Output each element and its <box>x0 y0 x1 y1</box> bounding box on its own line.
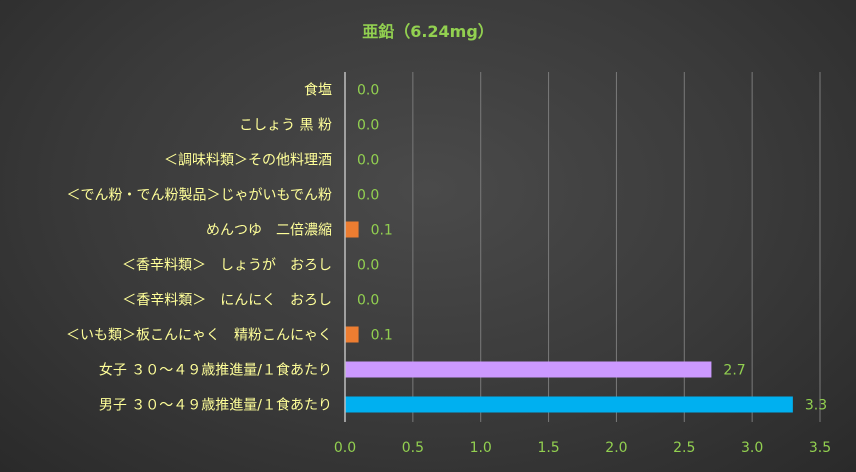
gridlines <box>412 72 821 422</box>
bars <box>345 221 793 413</box>
x-tick-label: 2.0 <box>605 440 627 456</box>
category-label: 男子 ３０～４９歳推進量/１食あたり <box>99 397 332 414</box>
category-label: ＜でん粉・でん粉製品＞じゃがいもでん粉 <box>67 188 332 204</box>
category-label: 女子 ３０～４９歳推進量/１食あたり <box>99 362 332 379</box>
value-label: 0.0 <box>357 258 379 274</box>
x-tick-label: 0.5 <box>402 440 424 456</box>
value-labels: 0.0 0.0 0.0 0.0 0.1 0.0 0.0 0.1 2.7 3.3 <box>357 83 827 414</box>
x-tick-label: 0.0 <box>334 440 356 456</box>
x-axis-ticks: 0.0 0.5 1.0 1.5 2.0 2.5 3.0 3.5 <box>334 440 831 456</box>
category-label: ＜香辛料類＞ しょうが おろし <box>122 258 332 274</box>
x-tick-label: 1.0 <box>470 440 492 456</box>
bar <box>345 361 712 378</box>
x-tick-label: 1.5 <box>537 440 559 456</box>
bar <box>345 326 359 343</box>
category-label: ＜調味料類＞その他料理酒 <box>164 153 332 169</box>
value-label: 0.1 <box>371 328 393 344</box>
x-tick-label: 2.5 <box>673 440 695 456</box>
category-label: ＜いも類＞板こんにゃく 精粉こんにゃく <box>66 328 332 344</box>
value-label: 0.0 <box>357 188 379 204</box>
x-tick-label: 3.0 <box>741 440 763 456</box>
category-label: ＜香辛料類＞ にんにく おろし <box>122 293 332 309</box>
value-label: 2.7 <box>723 363 745 379</box>
bar <box>345 221 359 238</box>
category-label: こしょう 黒 粉 <box>239 118 332 134</box>
chart-title: 亜鉛（6.24mg） <box>362 22 494 41</box>
value-label: 0.0 <box>357 118 379 134</box>
x-tick-label: 3.5 <box>809 440 831 456</box>
value-label: 0.0 <box>357 293 379 309</box>
category-label: 食塩 <box>304 82 332 99</box>
value-label: 0.1 <box>371 223 393 239</box>
value-label: 3.3 <box>805 398 827 414</box>
bar <box>345 396 793 413</box>
value-label: 0.0 <box>357 153 379 169</box>
category-label: めんつゆ 二倍濃縮 <box>206 223 332 239</box>
value-label: 0.0 <box>357 83 379 99</box>
